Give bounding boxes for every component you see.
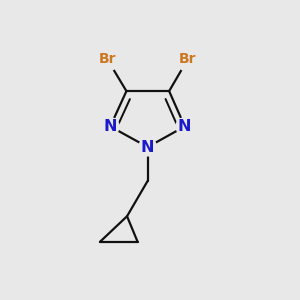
Text: N: N xyxy=(178,119,191,134)
Text: N: N xyxy=(141,140,154,154)
Circle shape xyxy=(139,138,157,156)
Text: Br: Br xyxy=(99,52,116,66)
Circle shape xyxy=(176,118,194,135)
Circle shape xyxy=(101,118,119,135)
Text: Br: Br xyxy=(179,52,196,66)
Text: N: N xyxy=(103,119,117,134)
Circle shape xyxy=(176,47,200,71)
Circle shape xyxy=(95,47,119,71)
